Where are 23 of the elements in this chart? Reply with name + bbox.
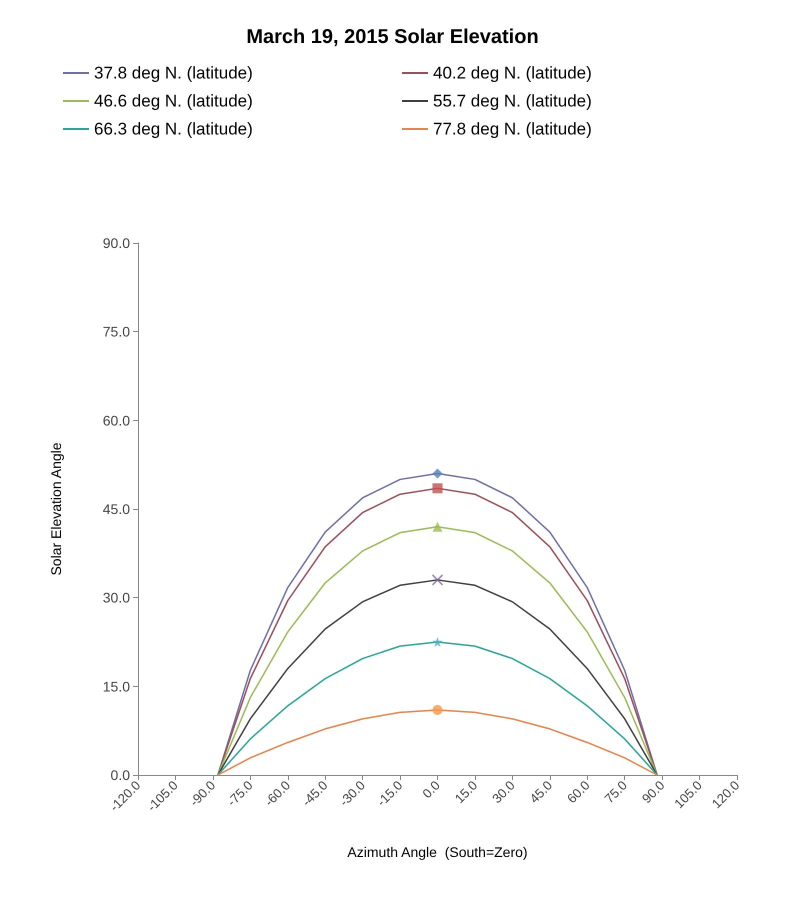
legend-label: 66.3 deg N. (latitude) xyxy=(94,120,253,138)
y-axis-title: Solar Elevation Angle xyxy=(48,442,64,576)
y-tick-label: 15.0 xyxy=(102,678,130,694)
x-axis-title: Azimuth Angle (South=Zero) xyxy=(347,844,528,860)
x-tick-label: 30.0 xyxy=(489,778,518,806)
y-tick-label: 60.0 xyxy=(102,412,130,428)
y-tick-label: 30.0 xyxy=(102,590,130,606)
y-tick-label: 90.0 xyxy=(102,235,130,251)
y-tick-label: 75.0 xyxy=(102,324,130,340)
y-tick-label: 45.0 xyxy=(102,501,130,517)
chart-title: March 19, 2015 Solar Elevation xyxy=(246,26,539,48)
line-series xyxy=(217,579,658,776)
y-tick-label: 0.0 xyxy=(110,767,130,783)
x-tick-label: 90.0 xyxy=(638,778,668,806)
x-tick-label: 45.0 xyxy=(526,778,556,806)
x-tick-label: 0.0 xyxy=(419,778,443,802)
legend-label: 46.6 deg N. (latitude) xyxy=(94,92,253,110)
x-tick-label: 75.0 xyxy=(602,778,630,806)
legend-label: 55.7 deg N. (latitude) xyxy=(433,92,592,110)
legend-label: 37.8 deg N. (latitude) xyxy=(94,64,253,82)
x-tick-label: 60.0 xyxy=(564,778,593,806)
legend-label: 40.2 deg N. (latitude) xyxy=(433,64,592,82)
legend-label: 77.8 deg N. (latitude) xyxy=(433,120,592,138)
